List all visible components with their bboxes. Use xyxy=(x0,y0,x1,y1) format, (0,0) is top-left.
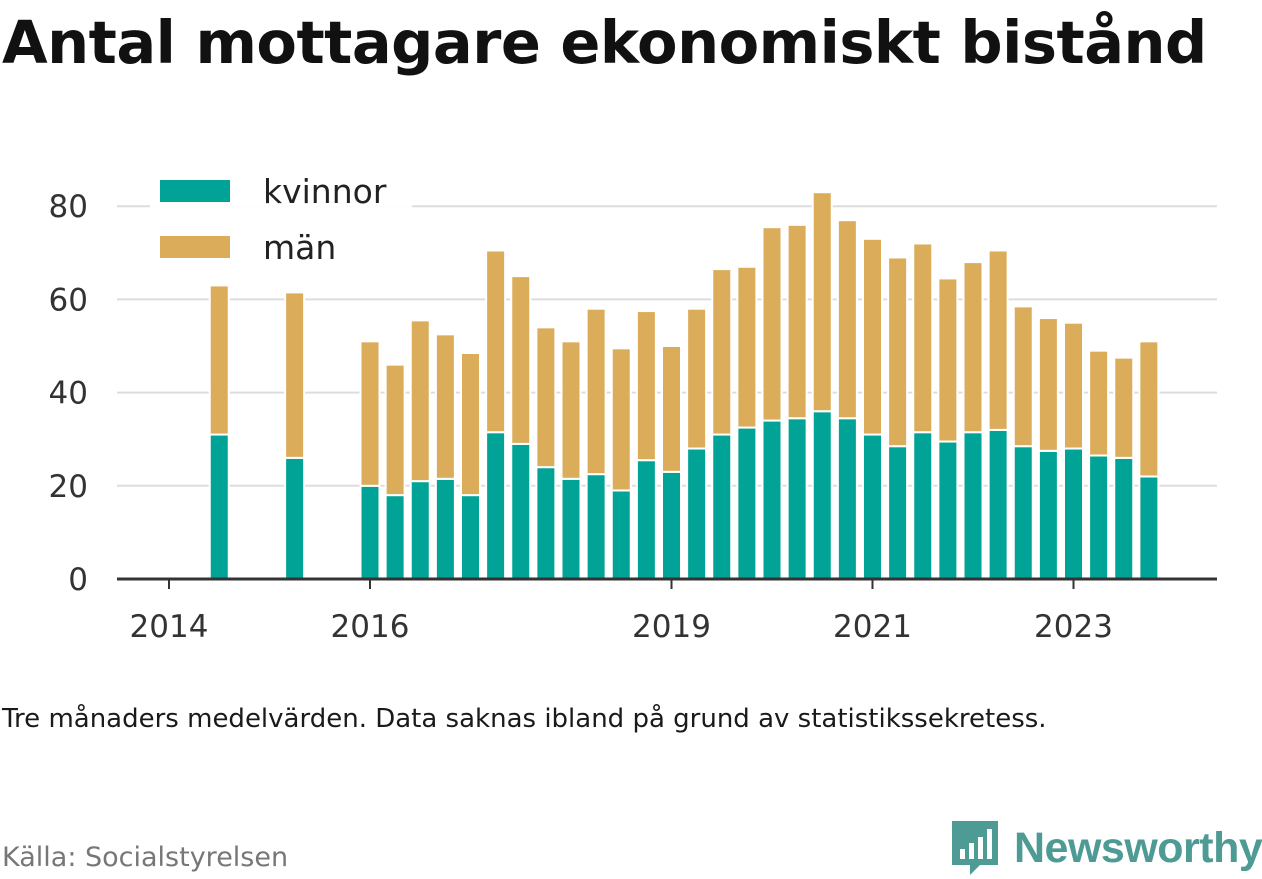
bar-kvinnor xyxy=(811,410,833,580)
legend-swatch-man xyxy=(160,236,230,258)
bar-man xyxy=(208,284,230,436)
bar-man xyxy=(761,226,783,422)
y-tick-label: 80 xyxy=(49,189,88,225)
bar-kvinnor xyxy=(1012,445,1034,580)
bar-man xyxy=(610,347,632,492)
x-tick-label: 2016 xyxy=(331,609,410,645)
bar-kvinnor xyxy=(560,477,582,580)
bar-kvinnor xyxy=(359,484,381,580)
bar-kvinnor xyxy=(887,445,909,580)
bar-man xyxy=(661,345,682,473)
bar-man xyxy=(535,326,557,469)
legend-swatch-kvinnor xyxy=(160,180,230,202)
bar-man xyxy=(460,351,481,497)
bar-man xyxy=(736,265,758,429)
x-tick-label: 2019 xyxy=(632,609,711,645)
bar-man xyxy=(811,191,833,413)
bar-man xyxy=(409,319,431,483)
axes: 0 20 40 60 80 2014 2016 2019 2021 2023 xyxy=(49,189,1217,645)
x-tick-label: 2021 xyxy=(833,609,912,645)
bar-kvinnor xyxy=(987,428,1009,580)
y-tick-label: 60 xyxy=(49,282,88,318)
bar-man xyxy=(635,310,657,462)
bar-kvinnor xyxy=(1088,454,1110,581)
bar-kvinnor xyxy=(1063,447,1084,580)
bar-man xyxy=(359,340,381,487)
bar-man xyxy=(862,237,883,436)
bar-man xyxy=(434,333,456,480)
bar-man xyxy=(711,268,733,436)
brand-name: Newsworthy xyxy=(1014,823,1262,872)
bar-kvinnor xyxy=(610,489,632,580)
stacked-bar-chart: 0 20 40 60 80 2014 2016 2019 2021 2023 kvinnor mä… xyxy=(48,160,1217,645)
y-tick-label: 40 xyxy=(49,376,88,412)
bar-kvinnor xyxy=(962,431,984,580)
x-tick-label: 2023 xyxy=(1034,609,1113,645)
newsworthy-logo-icon xyxy=(952,821,998,875)
bar-man xyxy=(987,249,1009,431)
bar-man xyxy=(887,256,909,448)
y-tick-label: 0 xyxy=(68,562,88,598)
bar-man xyxy=(284,291,306,459)
bar-man xyxy=(686,307,708,450)
legend-label-kvinnor: kvinnor xyxy=(263,172,387,211)
bar-kvinnor xyxy=(661,470,682,581)
bar-man xyxy=(937,277,959,443)
bar-kvinnor xyxy=(761,419,783,580)
brand-logo: Newsworthy xyxy=(950,818,1262,878)
bar-man xyxy=(384,363,406,497)
bar-kvinnor xyxy=(585,473,607,580)
bar-kvinnor xyxy=(535,466,557,580)
bar-man xyxy=(1088,349,1110,457)
bar-man xyxy=(962,261,984,434)
bar-kvinnor xyxy=(786,417,808,581)
bar-man xyxy=(1113,356,1135,459)
bar-man xyxy=(485,249,507,434)
bar-kvinnor xyxy=(1037,449,1059,580)
bar-kvinnor xyxy=(409,480,431,581)
bar-man xyxy=(836,219,858,420)
bar-man xyxy=(585,307,607,476)
bar-kvinnor xyxy=(836,417,858,581)
legend: kvinnor män xyxy=(150,160,412,270)
bar-kvinnor xyxy=(937,440,959,580)
bar-kvinnor xyxy=(434,477,456,580)
bar-man xyxy=(510,275,532,445)
bar-man xyxy=(912,242,934,434)
bar-man xyxy=(1138,340,1160,478)
bar-kvinnor xyxy=(208,433,230,581)
bar-kvinnor xyxy=(1113,456,1135,580)
y-tick-label: 20 xyxy=(49,469,88,505)
bar-kvinnor xyxy=(711,433,733,581)
chart-note: Tre månaders medelvärden. Data saknas ib… xyxy=(2,704,1047,734)
bar-kvinnor xyxy=(1138,475,1160,581)
bar-kvinnor xyxy=(460,494,481,580)
bar-kvinnor xyxy=(384,494,406,580)
bar-kvinnor xyxy=(912,431,934,580)
legend-label-man: män xyxy=(263,228,336,267)
bar-kvinnor xyxy=(686,447,708,580)
chart-source: Källa: Socialstyrelsen xyxy=(2,842,289,873)
bar-kvinnor xyxy=(485,431,507,580)
bar-man xyxy=(560,340,582,480)
bar-kvinnor xyxy=(736,426,758,580)
x-tick-label: 2014 xyxy=(130,609,209,645)
bar-kvinnor xyxy=(510,442,532,580)
bar-man xyxy=(1012,305,1034,448)
bar-man xyxy=(786,223,808,420)
chart-title: Antal mottagare ekonomiskt bistånd xyxy=(2,8,1207,77)
bar-man xyxy=(1037,317,1059,452)
bar-kvinnor xyxy=(635,459,657,581)
bar-kvinnor xyxy=(862,433,883,581)
bar-kvinnor xyxy=(284,456,306,580)
bar-man xyxy=(1063,321,1084,450)
